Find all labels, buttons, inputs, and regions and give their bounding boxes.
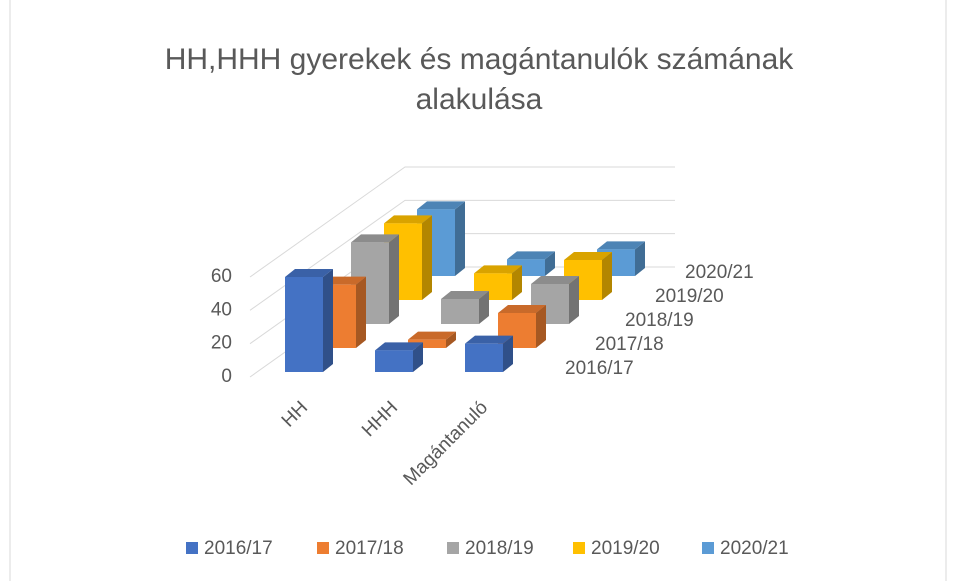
bar-side — [356, 276, 366, 348]
y-tick-label: 0 — [221, 366, 232, 387]
bar-side — [545, 251, 555, 276]
bar-side — [569, 276, 579, 324]
bar-top — [441, 291, 489, 299]
bar-side — [602, 252, 612, 300]
bar-side — [323, 269, 333, 372]
bar-side — [536, 305, 546, 348]
legend-swatch — [317, 542, 329, 554]
bar-side — [512, 265, 522, 300]
series-depth-label: 2018/19 — [625, 310, 694, 331]
series-depth-label: 2017/18 — [595, 334, 664, 355]
bar — [375, 350, 413, 372]
bar-top — [507, 251, 555, 260]
bar-side — [635, 241, 645, 276]
bar-top — [465, 335, 513, 344]
bar-top — [417, 201, 465, 210]
bar-side — [503, 335, 513, 372]
bar-top — [351, 234, 399, 243]
bar — [465, 343, 503, 372]
bar-top — [474, 265, 522, 274]
series-depth-label: 2016/17 — [565, 358, 634, 379]
chart-border — [9, 0, 947, 581]
bar-side — [389, 234, 399, 324]
bar — [408, 339, 446, 348]
bar-side — [455, 201, 465, 276]
legend-label: 2020/21 — [720, 538, 789, 559]
bar-side — [422, 215, 432, 300]
grid-line — [249, 166, 675, 278]
series-depth-label: 2020/21 — [685, 262, 754, 283]
legend-label: 2016/17 — [204, 538, 273, 559]
legend-label: 2017/18 — [335, 538, 404, 559]
legend-swatch — [447, 542, 459, 554]
legend-swatch — [573, 542, 585, 554]
bar-top — [564, 252, 612, 260]
bar-top — [408, 331, 456, 340]
bar-side — [413, 342, 423, 372]
x-tick-label: Magántanuló — [400, 397, 493, 490]
bar-top — [375, 342, 423, 351]
legend-label: 2019/20 — [591, 538, 660, 559]
bar-top — [531, 276, 579, 284]
bar-side — [446, 331, 456, 348]
bar — [441, 299, 479, 324]
bar-top — [597, 241, 645, 250]
x-tick-label: HH — [278, 397, 312, 431]
series-depth-label: 2019/20 — [655, 286, 724, 307]
bar-top — [285, 269, 333, 277]
legend-label: 2018/19 — [465, 538, 534, 559]
bar-top — [384, 215, 432, 224]
chart-title: HH,HHH gyerekek és magántanulók számának… — [164, 43, 794, 116]
bar-top — [498, 305, 546, 313]
legend-swatch — [702, 542, 714, 554]
y-tick-label: 60 — [211, 266, 232, 287]
x-tick-label: HHH — [358, 397, 402, 441]
y-tick-label: 20 — [211, 333, 232, 354]
bar-side — [479, 291, 489, 324]
bar — [285, 277, 323, 372]
y-tick-label: 40 — [211, 299, 232, 320]
legend-swatch — [186, 542, 198, 554]
